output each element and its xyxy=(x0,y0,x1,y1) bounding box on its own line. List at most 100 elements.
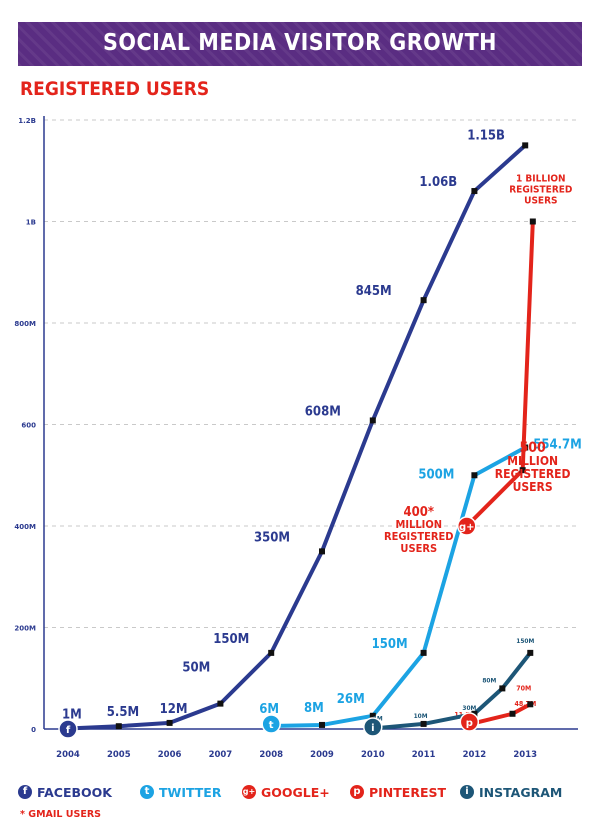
series-line-facebook xyxy=(66,143,528,731)
data-point-1-4 xyxy=(471,472,478,479)
data-label-line: REGISTERED xyxy=(509,185,572,196)
data-label-2-2: 1 BILLION REGISTERED USERS xyxy=(509,174,572,207)
data-label-0-0: 1M xyxy=(62,707,82,722)
twitter-start-icon-glyph: t xyxy=(269,720,274,731)
data-label-line: REGISTERED xyxy=(384,530,453,543)
y-tick-label-0: 0 xyxy=(31,726,36,734)
y-tick-label-5: 1B xyxy=(26,219,36,227)
twitter-icon: t xyxy=(140,785,154,799)
chart-subtitle: REGISTERED USERS xyxy=(20,78,210,100)
data-label-4-4: 150M xyxy=(516,637,534,645)
data-label-0-6: 608M xyxy=(305,404,341,419)
data-label-line: 1 BILLION xyxy=(516,174,566,185)
y-tick-label-1: 200M xyxy=(14,625,36,633)
data-point-1-2 xyxy=(369,712,376,719)
data-label-0-9: 1.15B xyxy=(467,128,505,143)
data-label-0-4: 150M xyxy=(213,632,249,647)
x-tick-label-1: 2005 xyxy=(107,750,131,760)
x-tick-label-0: 2004 xyxy=(56,750,80,760)
x-tick-label-4: 2008 xyxy=(259,750,283,760)
legend-item-pinterest: p PINTEREST xyxy=(350,782,446,802)
data-label-2-1: 500 MILLION REGISTERED USERS xyxy=(495,440,571,494)
data-point-0-8 xyxy=(471,188,478,195)
facebook-start-icon xyxy=(58,719,78,739)
data-point-3-1 xyxy=(509,710,516,717)
data-point-0-2 xyxy=(166,719,173,726)
legend-label-facebook: FACEBOOK xyxy=(37,784,112,800)
data-point-3-2 xyxy=(527,701,534,708)
data-point-1-1 xyxy=(319,721,325,728)
data-point-4-3 xyxy=(499,685,506,692)
data-point-0-9 xyxy=(522,142,529,149)
data-label-line: USERS xyxy=(524,196,557,207)
y-tick-label-2: 400M xyxy=(14,523,36,531)
data-point-2-1 xyxy=(519,467,526,474)
data-label-line: 400* xyxy=(404,505,435,520)
facebook-start-icon-glyph: f xyxy=(66,725,71,736)
legend-item-googleplus: g+ GOOGLE+ xyxy=(242,782,330,802)
data-label-4-2: 30M xyxy=(462,704,476,712)
data-point-4-1 xyxy=(420,720,427,727)
legend: f FACEBOOK t TWITTER g+ GOOGLE+ p PINTER… xyxy=(18,782,588,802)
data-label-1-3: 150M xyxy=(372,637,408,652)
footnote: * GMAIL USERS xyxy=(20,809,101,820)
data-label-4-1: 10M xyxy=(414,712,428,720)
data-label-line: MILLION xyxy=(507,454,558,468)
legend-item-instagram: i INSTAGRAM xyxy=(460,782,562,802)
data-point-1-3 xyxy=(420,649,427,656)
x-tick-label-8: 2012 xyxy=(463,750,487,760)
data-point-0-1 xyxy=(115,723,122,730)
data-label-1-2: 26M xyxy=(337,692,365,707)
legend-item-twitter: t TWITTER xyxy=(140,782,221,802)
data-label-0-7: 845M xyxy=(356,284,392,299)
data-point-0-6 xyxy=(369,417,376,424)
data-point-0-5 xyxy=(319,548,325,555)
x-tick-label-3: 2007 xyxy=(209,750,233,760)
x-tick-label-9: 2013 xyxy=(513,750,537,760)
pinterest-icon: p xyxy=(350,785,364,799)
x-tick-label-2: 2006 xyxy=(158,750,182,760)
data-label-0-2: 12M xyxy=(160,702,188,717)
data-point-2-2 xyxy=(529,218,536,225)
data-point-4-4 xyxy=(527,649,534,656)
data-label-1-5: 554.7M xyxy=(533,437,582,452)
pinterest-start-icon xyxy=(459,712,480,732)
data-label-line: REGISTERED xyxy=(495,467,571,481)
data-label-0-8: 1.06B xyxy=(419,175,457,190)
data-label-0-5: 350M xyxy=(254,530,290,545)
legend-label-instagram: INSTAGRAM xyxy=(479,784,563,800)
series-line-twitter xyxy=(269,445,528,728)
data-label-line: USERS xyxy=(513,480,553,494)
data-label-1-4: 500M xyxy=(418,467,454,482)
y-tick-label-3: 600 xyxy=(21,422,36,430)
chart-title: SOCIAL MEDIA VISITOR GROWTH xyxy=(103,30,497,56)
instagram-start-icon xyxy=(363,717,383,737)
data-label-4-3: 80M xyxy=(482,676,496,684)
legend-label-googleplus: GOOGLE+ xyxy=(261,784,330,800)
legend-item-facebook: f FACEBOOK xyxy=(18,782,112,802)
google-plus-start-icon xyxy=(457,516,477,536)
y-tick-label-4: 800M xyxy=(14,320,36,328)
data-label-line: USERS xyxy=(400,542,437,555)
data-label-0-3: 50M xyxy=(182,661,210,676)
data-label-2-0: 400* MILLION REGISTERED USERS xyxy=(384,505,453,555)
twitter-start-icon xyxy=(261,714,281,734)
data-point-0-3 xyxy=(217,700,224,707)
google-plus-start-icon-glyph: g+ xyxy=(459,522,475,533)
y-tick-label-6: 1.2B xyxy=(18,117,36,125)
data-label-4-0: 1M xyxy=(373,714,383,722)
data-point-0-7 xyxy=(420,297,427,304)
data-label-3-2: 70M xyxy=(516,684,531,692)
data-label-line: MILLION xyxy=(396,518,443,531)
data-label-line: 500 xyxy=(520,440,547,456)
pinterest-start-icon-glyph: p xyxy=(466,718,473,729)
x-tick-label-7: 2011 xyxy=(412,750,436,760)
google-plus-icon: g+ xyxy=(242,785,256,799)
x-tick-label-5: 2009 xyxy=(310,750,334,760)
data-point-0-4 xyxy=(268,649,275,656)
instagram-icon: i xyxy=(460,785,474,799)
facebook-icon: f xyxy=(18,785,32,799)
instagram-start-icon-glyph: i xyxy=(371,723,374,734)
title-banner: SOCIAL MEDIA VISITOR GROWTH xyxy=(18,22,582,66)
